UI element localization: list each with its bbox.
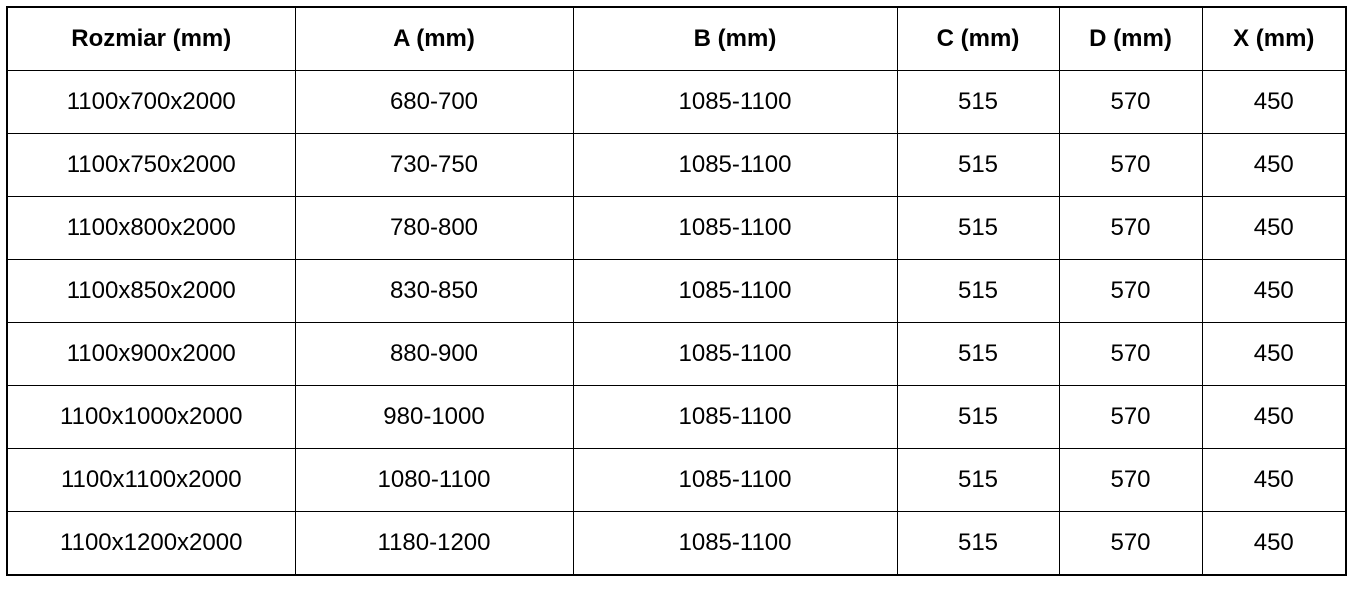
table-cell: 880-900 (294, 322, 574, 386)
table-cell: 450 (1201, 196, 1347, 260)
table-cell: 830-850 (294, 259, 574, 323)
column-header: Rozmiar (mm) (6, 6, 296, 71)
column-header: D (mm) (1058, 6, 1203, 71)
column-header: X (mm) (1201, 6, 1347, 71)
table-cell: 1085-1100 (572, 322, 898, 386)
table-cell: 515 (896, 133, 1060, 197)
table-cell: 570 (1058, 385, 1203, 449)
table-row: 1100x1100x2000 1080-1100 1085-1100 515 570 45… (6, 448, 1347, 512)
table-cell: 570 (1058, 448, 1203, 512)
table-cell: 1100x750x2000 (6, 133, 296, 197)
table-cell: 1100x1000x2000 (6, 385, 296, 449)
table-row: 1100x1000x2000 980-1000 1085-1100 515 570 450 (6, 385, 1347, 449)
table-row: 1100x800x2000 780-800 1085-1100 515 570 450 (6, 196, 1347, 260)
table-cell: 1085-1100 (572, 259, 898, 323)
table-cell: 515 (896, 196, 1060, 260)
table-cell: 1100x1100x2000 (6, 448, 296, 512)
table-cell: 450 (1201, 259, 1347, 323)
column-header: B (mm) (572, 6, 898, 71)
table-cell: 570 (1058, 259, 1203, 323)
table-cell: 980-1000 (294, 385, 574, 449)
table-cell: 515 (896, 70, 1060, 134)
table-cell: 450 (1201, 70, 1347, 134)
table-row: 1100x850x2000 830-850 1085-1100 515 570 450 (6, 259, 1347, 323)
table-cell: 570 (1058, 133, 1203, 197)
table-cell: 1100x700x2000 (6, 70, 296, 134)
column-header: A (mm) (294, 6, 574, 71)
table-row: 1100x1200x2000 1180-1200 1085-1100 515 570 45… (6, 511, 1347, 576)
table-cell: 570 (1058, 511, 1203, 576)
table-cell: 515 (896, 511, 1060, 576)
table-cell: 450 (1201, 448, 1347, 512)
table-cell: 1085-1100 (572, 133, 898, 197)
table-cell: 515 (896, 385, 1060, 449)
table-cell: 570 (1058, 70, 1203, 134)
dimensions-table: Rozmiar (mm) A (mm) B (mm) C (mm) D (mm) X (m… (6, 6, 1347, 576)
table-cell: 570 (1058, 196, 1203, 260)
table-cell: 450 (1201, 511, 1347, 576)
column-header: C (mm) (896, 6, 1060, 71)
header-row: Rozmiar (mm) A (mm) B (mm) C (mm) D (mm) X (m… (6, 6, 1347, 71)
table-cell: 450 (1201, 385, 1347, 449)
table-cell: 780-800 (294, 196, 574, 260)
table-cell: 1100x900x2000 (6, 322, 296, 386)
table-cell: 515 (896, 259, 1060, 323)
table-cell: 1085-1100 (572, 196, 898, 260)
table-cell: 1100x1200x2000 (6, 511, 296, 576)
table-row: 1100x750x2000 730-750 1085-1100 515 570 450 (6, 133, 1347, 197)
table-cell: 680-700 (294, 70, 574, 134)
table-cell: 1085-1100 (572, 70, 898, 134)
table-row: 1100x900x2000 880-900 1085-1100 515 570 450 (6, 322, 1347, 386)
table-cell: 1085-1100 (572, 385, 898, 449)
table-cell: 1085-1100 (572, 448, 898, 512)
table-cell: 1085-1100 (572, 511, 898, 576)
table-cell: 570 (1058, 322, 1203, 386)
table-cell: 1100x800x2000 (6, 196, 296, 260)
table-cell: 450 (1201, 133, 1347, 197)
table-cell: 515 (896, 322, 1060, 386)
table-cell: 515 (896, 448, 1060, 512)
table-cell: 1080-1100 (294, 448, 574, 512)
table-row: 1100x700x2000 680-700 1085-1100 515 570 450 (6, 70, 1347, 134)
table-cell: 1180-1200 (294, 511, 574, 576)
table-cell: 730-750 (294, 133, 574, 197)
table-cell: 1100x850x2000 (6, 259, 296, 323)
table-cell: 450 (1201, 322, 1347, 386)
